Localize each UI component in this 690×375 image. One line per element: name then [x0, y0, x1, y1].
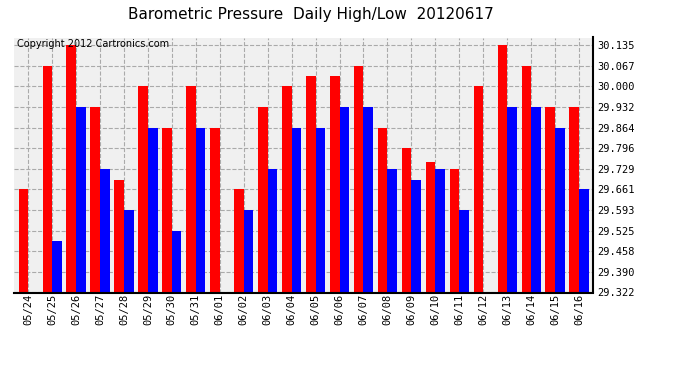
Bar — [258, 107, 268, 292]
Bar — [378, 128, 387, 292]
Bar — [330, 76, 339, 292]
Bar — [531, 107, 541, 292]
Bar — [555, 128, 564, 292]
Bar — [569, 107, 579, 292]
Bar — [100, 169, 110, 292]
Bar — [497, 45, 507, 292]
Bar — [354, 66, 364, 292]
Bar — [387, 169, 397, 292]
Bar — [579, 189, 589, 292]
Bar — [244, 210, 253, 292]
Bar — [507, 107, 517, 292]
Bar — [43, 66, 52, 292]
Bar — [52, 241, 61, 292]
Bar — [115, 180, 124, 292]
Text: Copyright 2012 Cartronics.com: Copyright 2012 Cartronics.com — [17, 39, 169, 49]
Bar — [124, 210, 134, 292]
Bar — [196, 128, 206, 292]
Bar — [268, 169, 277, 292]
Bar — [435, 169, 445, 292]
Bar — [292, 128, 302, 292]
Bar — [306, 76, 315, 292]
Bar — [148, 128, 157, 292]
Bar — [210, 128, 220, 292]
Bar — [172, 231, 181, 292]
Bar — [339, 107, 349, 292]
Bar — [411, 180, 421, 292]
Bar — [282, 86, 292, 292]
Bar — [90, 107, 100, 292]
Bar — [473, 86, 483, 292]
Bar — [450, 169, 460, 292]
Bar — [364, 107, 373, 292]
Bar — [76, 107, 86, 292]
Bar — [186, 86, 196, 292]
Text: Barometric Pressure  Daily High/Low  20120617: Barometric Pressure Daily High/Low 20120… — [128, 8, 493, 22]
Bar — [162, 128, 172, 292]
Bar — [315, 128, 325, 292]
Bar — [19, 189, 28, 292]
Bar — [522, 66, 531, 292]
Bar — [426, 162, 435, 292]
Bar — [460, 210, 469, 292]
Bar — [66, 45, 76, 292]
Bar — [234, 189, 244, 292]
Bar — [138, 86, 148, 292]
Bar — [402, 148, 411, 292]
Bar — [546, 107, 555, 292]
